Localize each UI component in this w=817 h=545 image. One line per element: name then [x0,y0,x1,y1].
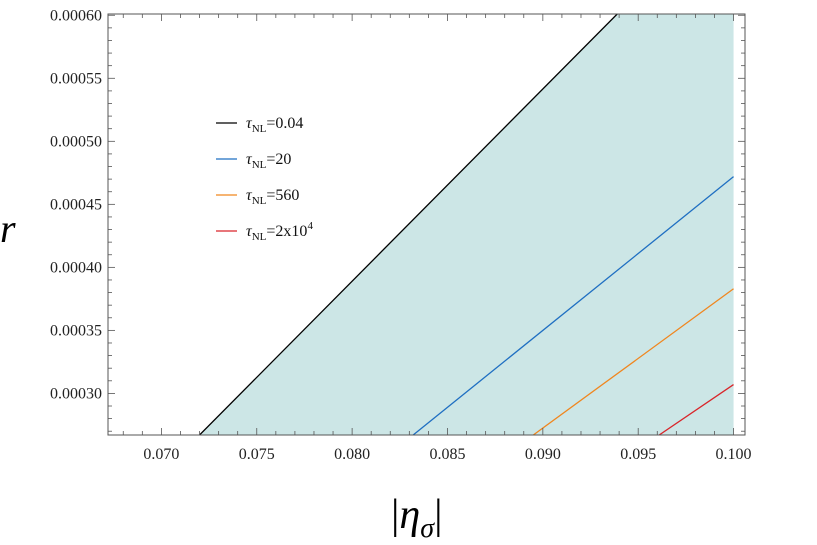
legend-label: τNL=0.04 [246,115,303,135]
x-tick-label: 0.080 [334,446,370,463]
shaded-region [199,14,734,435]
legend-label: τNL=560 [246,187,299,207]
y-axis-label: r [0,206,16,251]
x-axis-label: |ησ| [391,492,443,544]
series-line-1 [199,14,618,435]
y-tick-label: 0.00030 [50,385,102,402]
series-line-4 [658,384,734,435]
x-tick-label: 0.095 [620,446,656,463]
legend-label: τNL=20 [246,151,291,171]
y-tick-label: 0.00035 [50,322,102,339]
x-tick-label: 0.100 [716,446,752,463]
y-tick-label: 0.00050 [50,133,102,150]
plot-area [199,14,734,435]
y-tick-label: 0.00040 [50,259,102,276]
legend: τNL=0.04 τNL=20 τNL=560 τNL=2x104 [216,115,313,243]
y-tick-label: 0.00045 [50,196,102,213]
x-tick-label: 0.070 [143,446,179,463]
y-tick-label: 0.00055 [50,70,102,87]
x-tick-label: 0.075 [239,446,275,463]
x-tick-label: 0.085 [429,446,465,463]
y-tick-label: 0.00060 [50,7,102,24]
axis-ticks: 0.070 0.075 0.080 0.085 0.090 0.095 0.100 0.000… [50,7,752,463]
series-line-3 [532,288,734,435]
x-tick-label: 0.090 [525,446,561,463]
plot-frame [107,13,746,436]
series-line-2 [412,176,734,435]
legend-label: τNL=2x104 [246,220,313,243]
